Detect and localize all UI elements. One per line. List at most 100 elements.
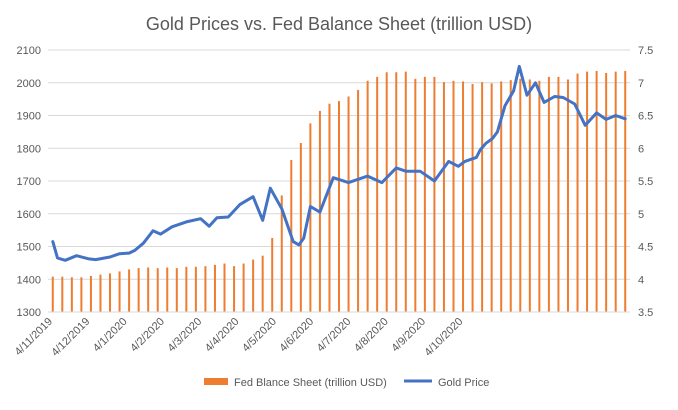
- fed-balance-bar: [261, 255, 264, 312]
- y-right-tick-label: 7: [638, 78, 644, 90]
- y-left-tick-label: 1700: [17, 176, 41, 188]
- y-right-tick-label: 5: [638, 209, 644, 221]
- fed-balance-bar: [404, 71, 407, 313]
- fed-balance-bar: [271, 237, 274, 312]
- x-tick-label: 4/10/2020: [422, 316, 465, 359]
- fed-balance-bar: [490, 83, 493, 312]
- fed-balance-bar: [566, 79, 569, 312]
- fed-balance-bar: [280, 195, 283, 312]
- fed-balance-bar: [309, 123, 312, 312]
- y-left-tick-label: 2000: [17, 78, 41, 90]
- legend-label-fed-balance-sheet: Fed Blance Sheet (trillion USD): [234, 377, 387, 389]
- y-right-tick-label: 4.5: [638, 242, 653, 254]
- y-left-tick-label: 1800: [17, 143, 41, 155]
- y-left-tick-label: 1900: [17, 111, 41, 123]
- fed-balance-bar: [509, 80, 512, 312]
- fed-balance-bar: [128, 269, 131, 312]
- x-tick-label: 4/3/2020: [166, 316, 205, 355]
- y-right-tick-label: 4: [638, 274, 644, 286]
- fed-balance-bar: [80, 277, 83, 312]
- fed-balance-bar: [99, 274, 102, 312]
- x-tick-label: 4/9/2020: [389, 316, 428, 355]
- y-right-tick-label: 6: [638, 143, 644, 155]
- x-tick-label: 4/8/2020: [352, 316, 391, 355]
- fed-balance-bar: [614, 71, 617, 313]
- fed-balance-bar: [538, 80, 541, 312]
- y-left-tick-label: 1300: [17, 307, 41, 319]
- fed-balance-bar: [452, 80, 455, 312]
- fed-balance-bar: [118, 271, 121, 312]
- fed-balance-bar: [328, 103, 331, 313]
- fed-balance-bar: [442, 82, 445, 312]
- fed-balance-bar: [423, 76, 426, 312]
- y-right-tick-label: 6.5: [638, 111, 653, 123]
- x-tick-label: 4/2/2020: [128, 316, 167, 355]
- y-right-tick-label: 7.5: [638, 45, 653, 57]
- x-axis: 4/11/20194/12/20194/1/20204/2/20204/3/20…: [13, 311, 630, 359]
- fed-balance-bar: [137, 268, 140, 312]
- fed-balance-bar: [299, 143, 302, 312]
- fed-balance-bar: [204, 266, 207, 312]
- fed-balance-bar: [576, 73, 579, 312]
- fed-balance-bar: [51, 276, 54, 312]
- fed-balance-bar: [595, 70, 598, 313]
- fed-balance-bar: [528, 79, 531, 312]
- fed-balance-sheet-bars: [51, 70, 627, 313]
- x-tick-label: 4/5/2020: [240, 316, 279, 355]
- left-y-axis: 1300 1400 1500 1600 1700 1800 1900 2000 2100: [17, 45, 41, 319]
- x-tick-label: 4/1/2020: [91, 316, 130, 355]
- fed-balance-bar: [223, 263, 226, 312]
- fed-balance-bar: [357, 89, 360, 312]
- fed-balance-bar: [462, 81, 465, 312]
- fed-balance-bar: [624, 70, 627, 313]
- fed-balance-bar: [89, 275, 92, 312]
- fed-balance-bar: [338, 101, 340, 312]
- fed-balance-bar: [347, 96, 350, 312]
- fed-balance-bar: [395, 72, 398, 313]
- y-right-tick-label: 3.5: [638, 307, 653, 319]
- fed-balance-bar: [233, 266, 236, 312]
- legend: Fed Blance Sheet (trillion USD) Gold Pri…: [204, 377, 489, 389]
- x-tick-label: 4/7/2020: [315, 316, 354, 355]
- gold-price-line-group: [51, 64, 627, 262]
- fed-balance-bar: [481, 82, 484, 312]
- fed-balance-bar: [500, 81, 503, 312]
- chart-title: Gold Prices vs. Fed Balance Sheet (trill…: [146, 14, 532, 34]
- fed-balance-bar: [433, 76, 436, 312]
- fed-balance-bar: [471, 84, 474, 312]
- fed-balance-bar: [586, 71, 589, 313]
- x-tick-label: 4/12/2019: [49, 316, 92, 359]
- legend-swatch-fed-balance-sheet: [204, 378, 228, 385]
- fed-balance-bar: [519, 78, 522, 312]
- x-tick-label: 4/11/2019: [13, 316, 56, 359]
- fed-balance-bar: [547, 76, 550, 312]
- fed-balance-bar: [109, 273, 112, 312]
- x-tick-label: 4/6/2020: [277, 316, 316, 355]
- y-left-tick-label: 1500: [17, 242, 41, 254]
- y-left-tick-label: 2100: [17, 45, 41, 57]
- fed-balance-bar: [175, 268, 178, 312]
- fed-balance-bar: [70, 277, 73, 312]
- fed-balance-bar: [213, 264, 216, 312]
- fed-balance-bar: [185, 266, 188, 312]
- fed-balance-bar: [61, 276, 64, 312]
- fed-balance-bar: [242, 263, 245, 312]
- fed-balance-bar: [557, 76, 560, 312]
- y-left-tick-label: 1600: [17, 209, 41, 221]
- fed-balance-bar: [252, 259, 255, 312]
- fed-balance-bar: [156, 268, 159, 312]
- y-right-tick-label: 5.5: [638, 176, 653, 188]
- fed-balance-bar: [366, 80, 369, 312]
- fed-balance-bar: [414, 78, 417, 312]
- fed-balance-bar: [376, 76, 379, 312]
- right-y-axis: 3.5 4 4.5 5 5.5 6 6.5 7 7.5: [638, 45, 653, 319]
- legend-label-gold-price: Gold Price: [438, 377, 489, 389]
- fed-balance-bar: [385, 72, 388, 313]
- fed-balance-bar: [194, 266, 197, 312]
- y-left-tick-label: 1400: [17, 274, 41, 286]
- fed-balance-bar: [166, 267, 169, 312]
- fed-balance-bar: [605, 72, 608, 312]
- x-tick-label: 4/4/2020: [203, 316, 242, 355]
